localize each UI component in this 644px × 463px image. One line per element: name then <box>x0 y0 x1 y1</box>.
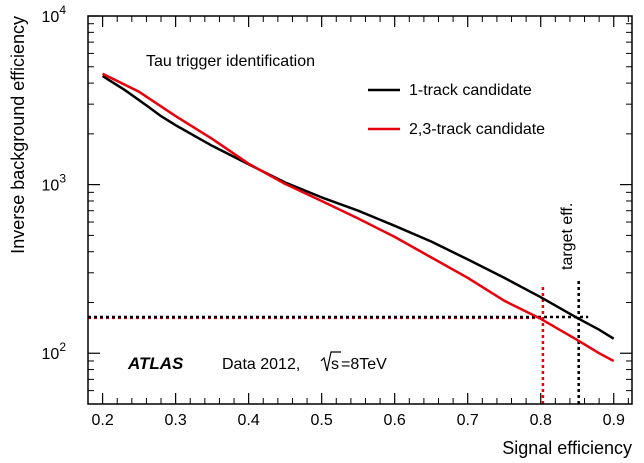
sqrt-sign <box>320 351 341 372</box>
legend-label-2: 2,3-track candidate <box>409 121 545 138</box>
x-tick-label: 0.5 <box>311 412 333 429</box>
x-axis-title: Signal efficiency <box>502 438 632 458</box>
dataset-label: Data 2012, <box>222 356 300 373</box>
series-line-2 <box>102 72 615 363</box>
x-tick-label: 0.4 <box>238 412 260 429</box>
x-tick-label: 0.3 <box>164 412 186 429</box>
series-layer <box>101 72 615 363</box>
target-eff-label: target eff. <box>559 203 576 270</box>
x-tick-label: 0.6 <box>384 412 406 429</box>
y-tick-label: 102 <box>42 340 67 363</box>
x-tick-label: 0.9 <box>603 412 625 429</box>
atlas-label: ATLAS <box>127 354 184 373</box>
legend: 1-track candidate 2,3-track candidate <box>368 82 545 138</box>
x-tick-label: 0.7 <box>457 412 479 429</box>
annotation-tau-trigger: Tau trigger identification <box>146 53 315 70</box>
axis-ticks <box>87 15 632 405</box>
axis-tick-labels: 0.2 0.3 0.4 0.5 0.6 0.7 0.8 0.9 102 103 104 <box>42 3 625 429</box>
sqrt-s-label: s <box>331 356 339 373</box>
x-tick-label: 0.2 <box>91 412 113 429</box>
legend-label-1: 1-track candidate <box>409 82 532 99</box>
series-line-1 <box>101 75 615 340</box>
y-axis-title: Inverse background efficiency <box>8 16 28 254</box>
energy-label: =8TeV <box>341 356 387 373</box>
y-tick-label: 103 <box>42 172 67 195</box>
y-tick-label: 104 <box>42 3 67 26</box>
plot-frame <box>87 15 633 405</box>
x-tick-label: 0.8 <box>530 412 552 429</box>
